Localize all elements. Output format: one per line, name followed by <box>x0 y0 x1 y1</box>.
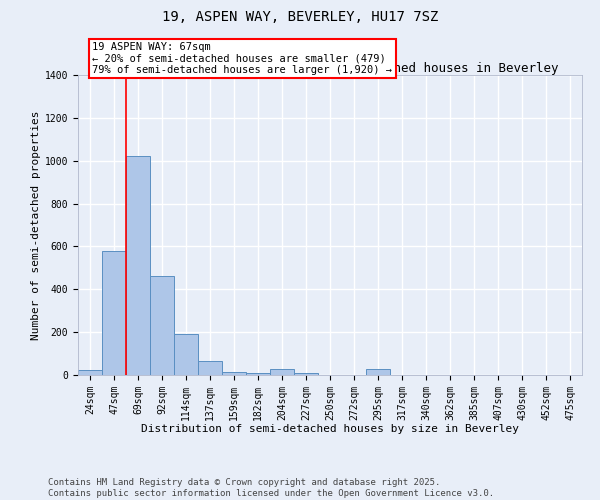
Bar <box>174 334 198 375</box>
Bar <box>126 156 150 375</box>
Text: 19 ASPEN WAY: 67sqm
← 20% of semi-detached houses are smaller (479)
79% of semi-: 19 ASPEN WAY: 67sqm ← 20% of semi-detach… <box>92 42 392 75</box>
Bar <box>102 250 126 375</box>
Text: Contains HM Land Registry data © Crown copyright and database right 2025.
Contai: Contains HM Land Registry data © Crown c… <box>48 478 494 498</box>
Bar <box>270 368 294 375</box>
Title: Size of property relative to semi-detached houses in Beverley: Size of property relative to semi-detach… <box>101 62 559 75</box>
Bar <box>294 373 318 375</box>
X-axis label: Distribution of semi-detached houses by size in Beverley: Distribution of semi-detached houses by … <box>141 424 519 434</box>
Bar <box>222 372 246 375</box>
Bar <box>366 368 390 375</box>
Bar <box>78 370 102 375</box>
Bar <box>198 361 222 375</box>
Bar <box>246 373 270 375</box>
Text: 19, ASPEN WAY, BEVERLEY, HU17 7SZ: 19, ASPEN WAY, BEVERLEY, HU17 7SZ <box>162 10 438 24</box>
Y-axis label: Number of semi-detached properties: Number of semi-detached properties <box>31 110 41 340</box>
Bar <box>150 276 174 375</box>
